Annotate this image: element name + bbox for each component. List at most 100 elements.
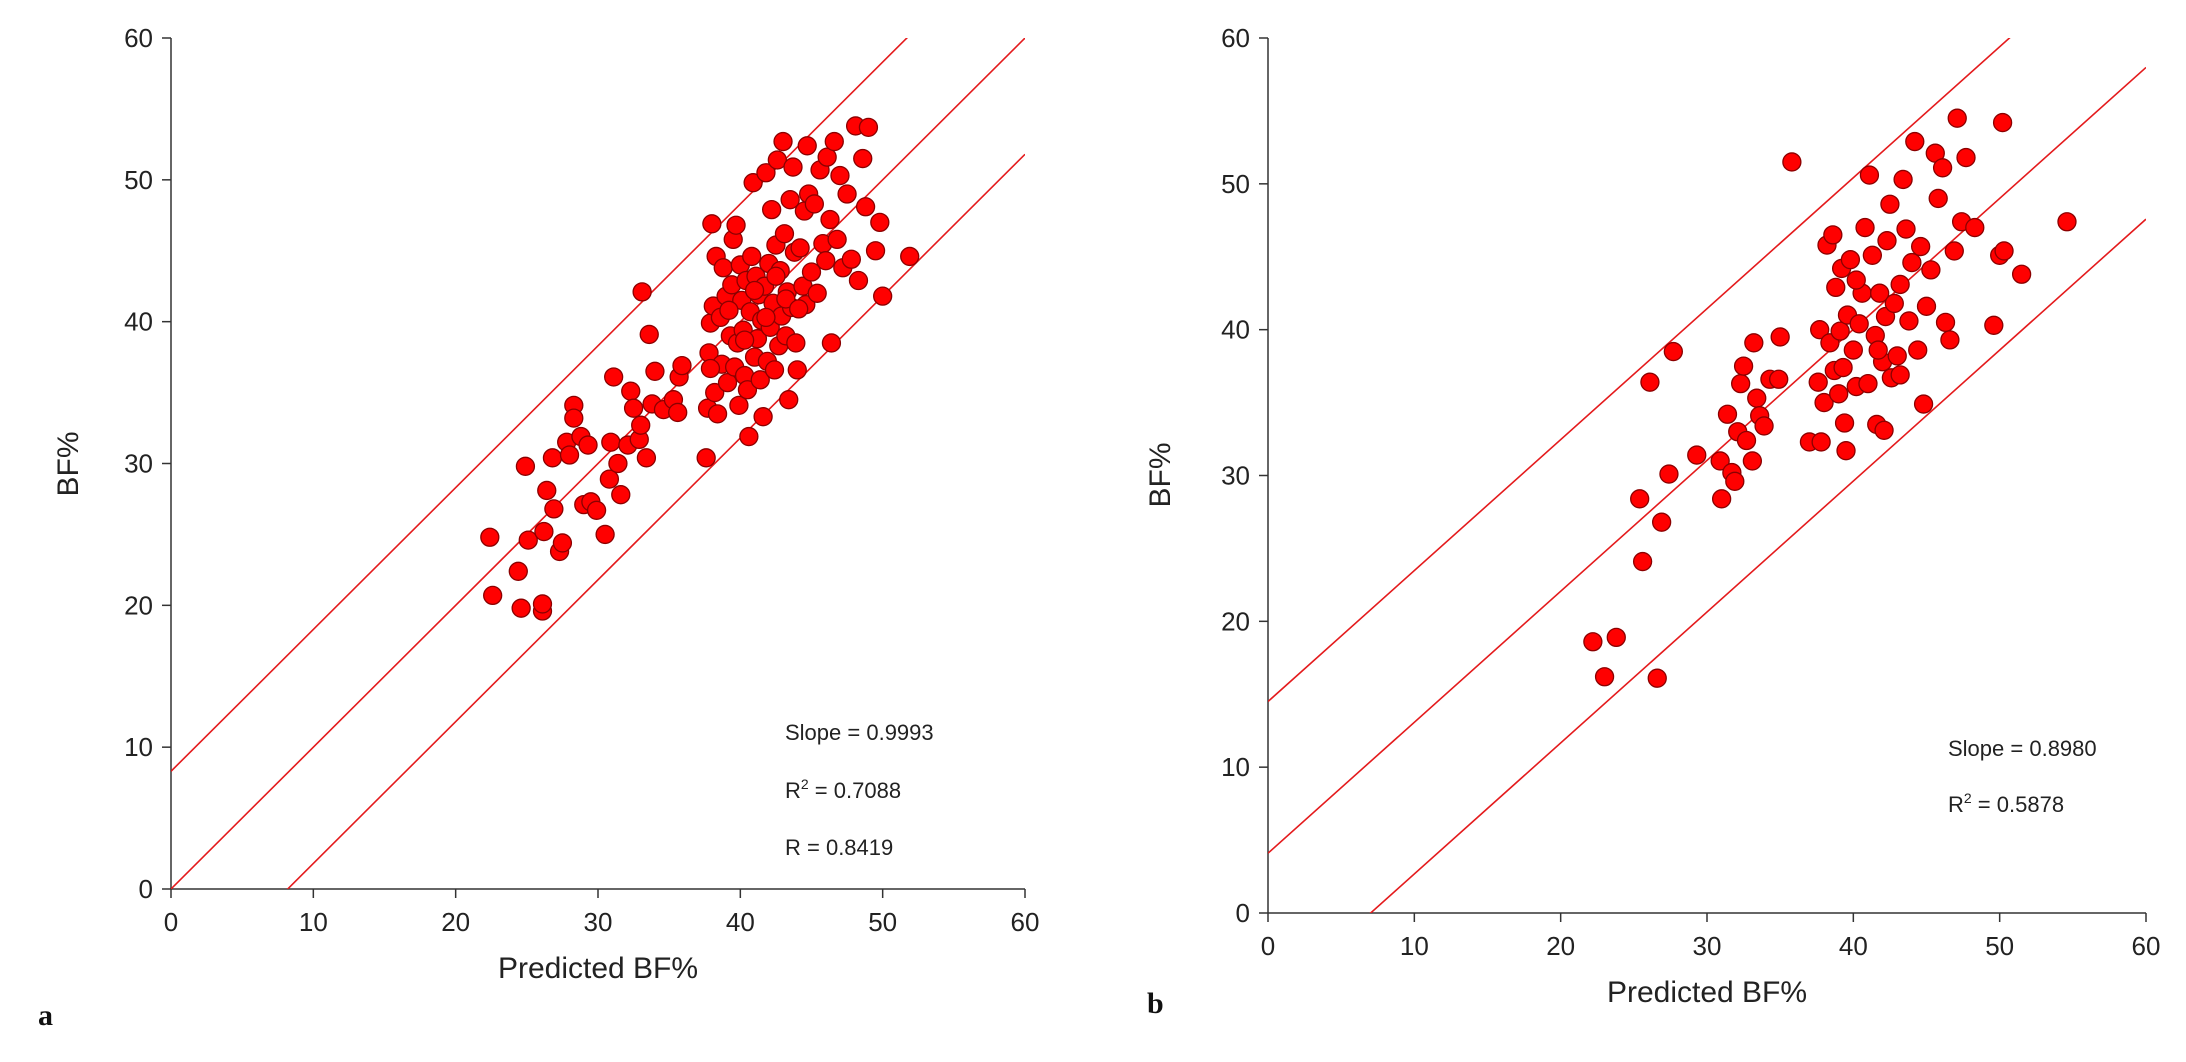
data-points [480,116,920,621]
r-squared-superscript: 2 [801,776,809,792]
panel-letter: b [1147,987,1164,1020]
x-tick-label: 40 [726,907,755,937]
data-point [1884,293,1904,314]
data-point [841,249,862,269]
data-point [1877,231,1897,251]
data-point [729,395,749,415]
data-point [1731,373,1751,394]
y-tick-label: 40 [124,307,153,337]
x-tick-label: 0 [164,907,178,937]
data-point [632,282,652,302]
data-point [1870,283,1890,303]
data-point [1754,416,1774,436]
r-squared-prefix: R [785,778,801,803]
data-point [1651,512,1672,532]
data-point [532,594,553,614]
data-point [483,585,503,606]
data-point [766,266,786,286]
data-point [1770,327,1790,347]
data-point [1747,388,1767,408]
data-point [848,270,869,291]
data-point [534,521,554,542]
data-point [1834,413,1855,433]
data-point [1810,320,1830,340]
y-tick-label: 0 [139,874,153,904]
data-point [1992,112,2013,133]
data-point [855,197,876,217]
r-squared-annotation: R2 = 0.5878 [1948,790,2064,817]
data-point [480,527,500,547]
data-point [2057,212,2077,232]
data-point [744,280,765,301]
data-point [1859,165,1880,185]
data-point [552,533,573,553]
data-point [559,445,580,465]
data-point [1913,394,1934,414]
line-lower-limit [1369,218,2146,913]
line-identity [171,38,1025,889]
data-point [2011,264,2032,284]
y-tick-label: 20 [124,590,153,620]
data-point [787,360,807,380]
r-annotation: R = 0.8419 [785,835,893,860]
data-point [1606,627,1626,648]
data-point [753,407,773,427]
data-point [1921,260,1941,280]
data-point [1725,471,1745,491]
data-point [1710,451,1730,471]
data-point [623,398,644,418]
data-point [1890,365,1910,385]
x-tick-label: 20 [441,907,470,937]
line-lower-limit [286,153,1025,889]
data-point [564,408,584,428]
x-tick-label: 50 [1985,931,2014,961]
data-point [756,163,776,183]
data-point [668,402,688,423]
data-point [1711,489,1732,509]
data-point [1583,632,1603,652]
data-point [780,190,800,210]
y-tick-label: 60 [1221,23,1250,53]
x-tick-label: 60 [2132,931,2161,961]
line-regression [1268,66,2146,854]
data-point [518,530,538,550]
y-tick-label: 50 [124,165,153,195]
data-point [586,500,607,520]
y-tick-label: 30 [124,449,153,479]
data-point [1659,464,1679,484]
data-point [1717,404,1738,424]
data-points [1583,108,2077,688]
data-point [1887,346,1907,366]
data-point [750,370,770,390]
data-point [1916,296,1937,316]
r-squared-annotation: R2 = 0.7088 [785,776,901,803]
data-point [595,524,615,545]
data-point [1890,274,1910,295]
data-point [1862,245,1883,265]
data-point [756,307,776,328]
data-point [508,561,528,581]
data-point [742,246,762,267]
data-point [1944,241,1964,261]
panel-letter: a [38,999,53,1032]
data-point [1843,340,1863,360]
data-point [639,324,659,345]
data-point [621,381,641,401]
data-point [1830,321,1850,341]
data-point [789,299,809,319]
x-axis-title: Predicted BF% [498,952,698,985]
data-point [707,404,728,424]
data-point [858,117,879,138]
data-point [515,456,536,476]
data-point [1840,250,1861,270]
y-tick-label: 10 [124,732,153,762]
data-point [1928,188,1948,209]
reference-lines [1268,38,2146,913]
data-point [1647,668,1667,688]
r-squared-value: = 0.5878 [1972,792,2064,817]
data-point [1782,152,1802,172]
data-point [1868,340,1888,360]
data-point [1744,333,1764,353]
data-point [1893,169,1913,190]
data-point [1880,194,1900,214]
